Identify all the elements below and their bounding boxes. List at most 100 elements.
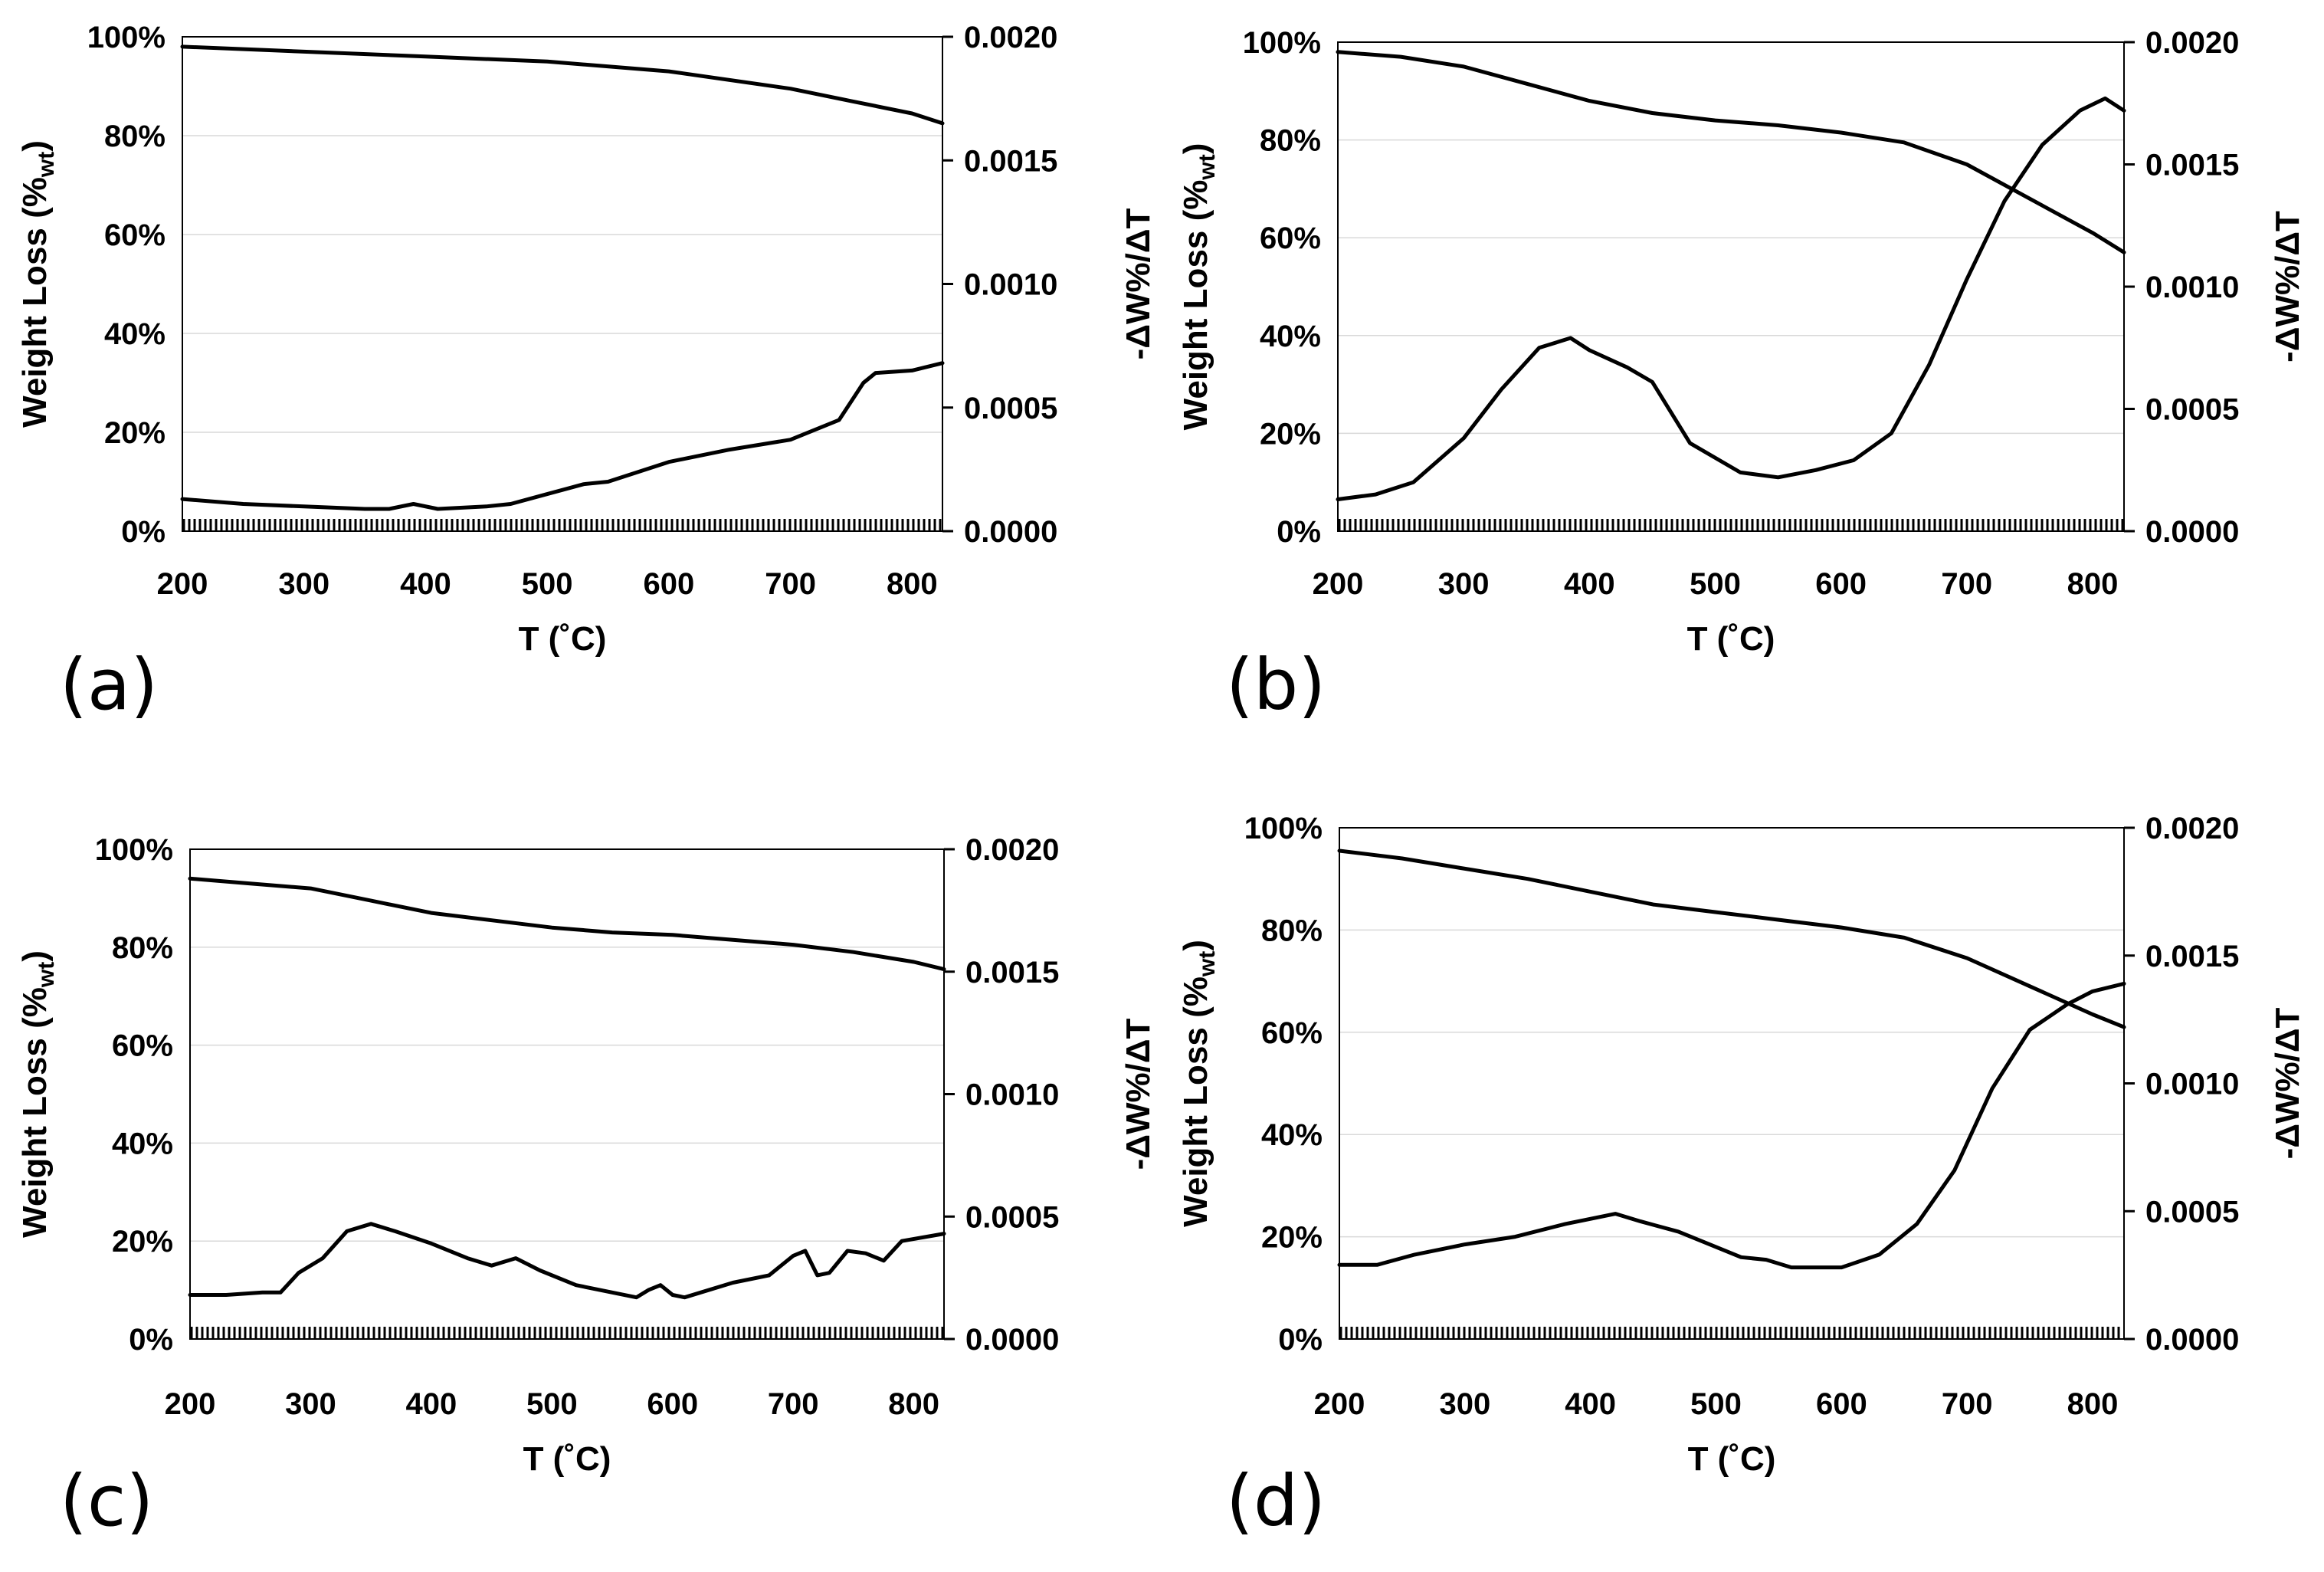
- y2-axis-title: -ΔW%/ΔT: [1119, 1019, 1157, 1170]
- x-tick-label: 600: [644, 567, 695, 601]
- y2-axis-title: -ΔW%/ΔT: [2269, 211, 2306, 363]
- chart-panel-c: 0% 20% 40% 60% 80% 100% 0.0000 0.0005 0.0010 0.00…: [16, 833, 1157, 1542]
- x-tick-label: 300: [285, 1387, 336, 1421]
- weight-loss-series-line: [188, 876, 946, 972]
- x-tick-label: 800: [2067, 567, 2119, 601]
- x-tick-label: 300: [278, 567, 329, 601]
- x-axis-title: T (˚C): [523, 1440, 611, 1478]
- x-tick-label: 800: [887, 567, 938, 601]
- x-tick-label: 400: [1564, 567, 1615, 601]
- x-tick-label: 400: [400, 567, 451, 601]
- x-tick-label: 700: [768, 1387, 819, 1421]
- chart-panel-b: 0% 20% 40% 60% 80% 100% 0.0000 0.0005 0.0010 0.00…: [1177, 26, 2306, 726]
- y-tick-label: 40%: [104, 317, 166, 351]
- y2-tick-label: 0.0020: [964, 21, 1057, 54]
- y-tick-label: 40%: [1260, 320, 1321, 353]
- derivative-series-line: [1337, 981, 2126, 1270]
- y-axis-title-end: ): [16, 140, 54, 152]
- y-axis-title-end: ): [16, 950, 54, 962]
- y-tick-label: 100%: [1243, 26, 1321, 60]
- y-axis-title-sub: wt: [34, 962, 59, 988]
- y2-tick-label: 0.0000: [964, 515, 1057, 549]
- y2-tick-label: 0.0015: [2145, 149, 2239, 182]
- x-minor-ticks: [1338, 519, 2124, 531]
- x-tick-label: 400: [406, 1387, 457, 1421]
- weight-loss-series-line: [1336, 50, 2126, 254]
- x-tick-label: 400: [1565, 1387, 1616, 1421]
- y2-tick-label: 0.0000: [2145, 1323, 2239, 1357]
- x-tick-label: 200: [157, 567, 208, 601]
- x-tick-label: 500: [1690, 1387, 1742, 1421]
- x-tick-label: 700: [1942, 1387, 1993, 1421]
- y2-tick-label: 0.0010: [965, 1078, 1059, 1112]
- x-minor-ticks: [190, 1327, 944, 1339]
- y2-tick-label: 0.0005: [964, 392, 1057, 425]
- x-tick-label: 500: [526, 1387, 578, 1421]
- panel-label: (c): [60, 1460, 153, 1542]
- x-tick-label: 600: [647, 1387, 698, 1421]
- y-axis-title-sub: wt: [1195, 154, 1220, 180]
- y2-axis-title: -ΔW%/ΔT: [1119, 208, 1157, 360]
- y-tick-label: 0%: [129, 1323, 173, 1357]
- y-axis-title-sub: wt: [1195, 951, 1220, 977]
- y2-tick-label: 0.0020: [2145, 812, 2239, 845]
- y-axis-title-main: Weight Loss (%: [1177, 180, 1214, 431]
- x-tick-label: 600: [1815, 567, 1867, 601]
- y2-tick-label: 0.0005: [2145, 393, 2239, 427]
- y2-tick-label: 0.0020: [2145, 26, 2239, 60]
- y2-tick-label: 0.0010: [964, 268, 1057, 302]
- y-tick-label: 100%: [87, 21, 166, 54]
- y-axis-title: Weight Loss (%wt): [1177, 143, 1220, 431]
- chart-panel-d: 0% 20% 40% 60% 80% 100% 0.0000 0.0005 0.0010 0.00…: [1177, 812, 2306, 1542]
- x-tick-label: 300: [1439, 1387, 1490, 1421]
- y-axis-title-main: Weight Loss (%: [1177, 976, 1214, 1227]
- y2-tick-label: 0.0005: [2145, 1195, 2239, 1229]
- x-tick-label: 200: [1314, 1387, 1365, 1421]
- panel-label: (d): [1226, 1460, 1326, 1542]
- y-tick-label: 80%: [1260, 124, 1321, 158]
- x-minor-ticks: [1339, 1327, 2120, 1339]
- y-tick-label: 0%: [1277, 515, 1321, 549]
- panel-label: (a): [60, 644, 158, 726]
- y-tick-label: 60%: [1261, 1016, 1323, 1050]
- x-tick-label: 500: [1690, 567, 1741, 601]
- y-tick-label: 40%: [112, 1127, 173, 1160]
- y2-tick-label: 0.0015: [2145, 940, 2239, 973]
- y2-tick-label: 0.0000: [2145, 515, 2239, 549]
- x-axis-title: T (˚C): [519, 620, 607, 658]
- y-tick-label: 100%: [95, 833, 173, 867]
- y-axis-title: Weight Loss (%wt): [16, 950, 59, 1238]
- x-tick-label: 800: [888, 1387, 939, 1421]
- x-tick-label: 600: [1816, 1387, 1867, 1421]
- plot-frame: [189, 848, 945, 1340]
- x-tick-label: 800: [2067, 1387, 2119, 1421]
- y2-tick-label: 0.0010: [2145, 1068, 2239, 1101]
- y2-axis-title: -ΔW%/ΔT: [2269, 1008, 2306, 1160]
- y-axis-title: Weight Loss (%wt): [16, 140, 59, 428]
- y-tick-label: 0%: [1278, 1323, 1323, 1357]
- y-tick-label: 20%: [1261, 1221, 1323, 1255]
- y-tick-label: 60%: [1260, 222, 1321, 255]
- y-tick-label: 0%: [121, 515, 166, 549]
- plot-frame: [1337, 41, 2125, 532]
- y2-tick-label: 0.0000: [965, 1323, 1059, 1357]
- derivative-series-line: [180, 361, 945, 511]
- derivative-series-line: [188, 1222, 946, 1300]
- x-tick-label: 200: [1313, 567, 1364, 601]
- y2-tick-label: 0.0015: [965, 956, 1059, 989]
- y-tick-label: 80%: [1261, 914, 1323, 947]
- y-tick-label: 80%: [104, 120, 166, 153]
- panel-label: (b): [1226, 644, 1326, 726]
- y-axis-title-main: Weight Loss (%: [16, 177, 54, 428]
- y2-tick-label: 0.0005: [965, 1200, 1059, 1234]
- y2-tick-label: 0.0020: [965, 833, 1059, 867]
- x-tick-label: 500: [522, 567, 573, 601]
- x-axis-title: T (˚C): [1688, 1440, 1776, 1478]
- y-tick-label: 40%: [1261, 1118, 1323, 1152]
- weight-loss-series-line: [1337, 848, 2126, 1029]
- x-tick-label: 200: [165, 1387, 216, 1421]
- y-tick-label: 60%: [104, 218, 166, 252]
- y-tick-label: 20%: [104, 416, 166, 450]
- weight-loss-series-line: [180, 44, 945, 126]
